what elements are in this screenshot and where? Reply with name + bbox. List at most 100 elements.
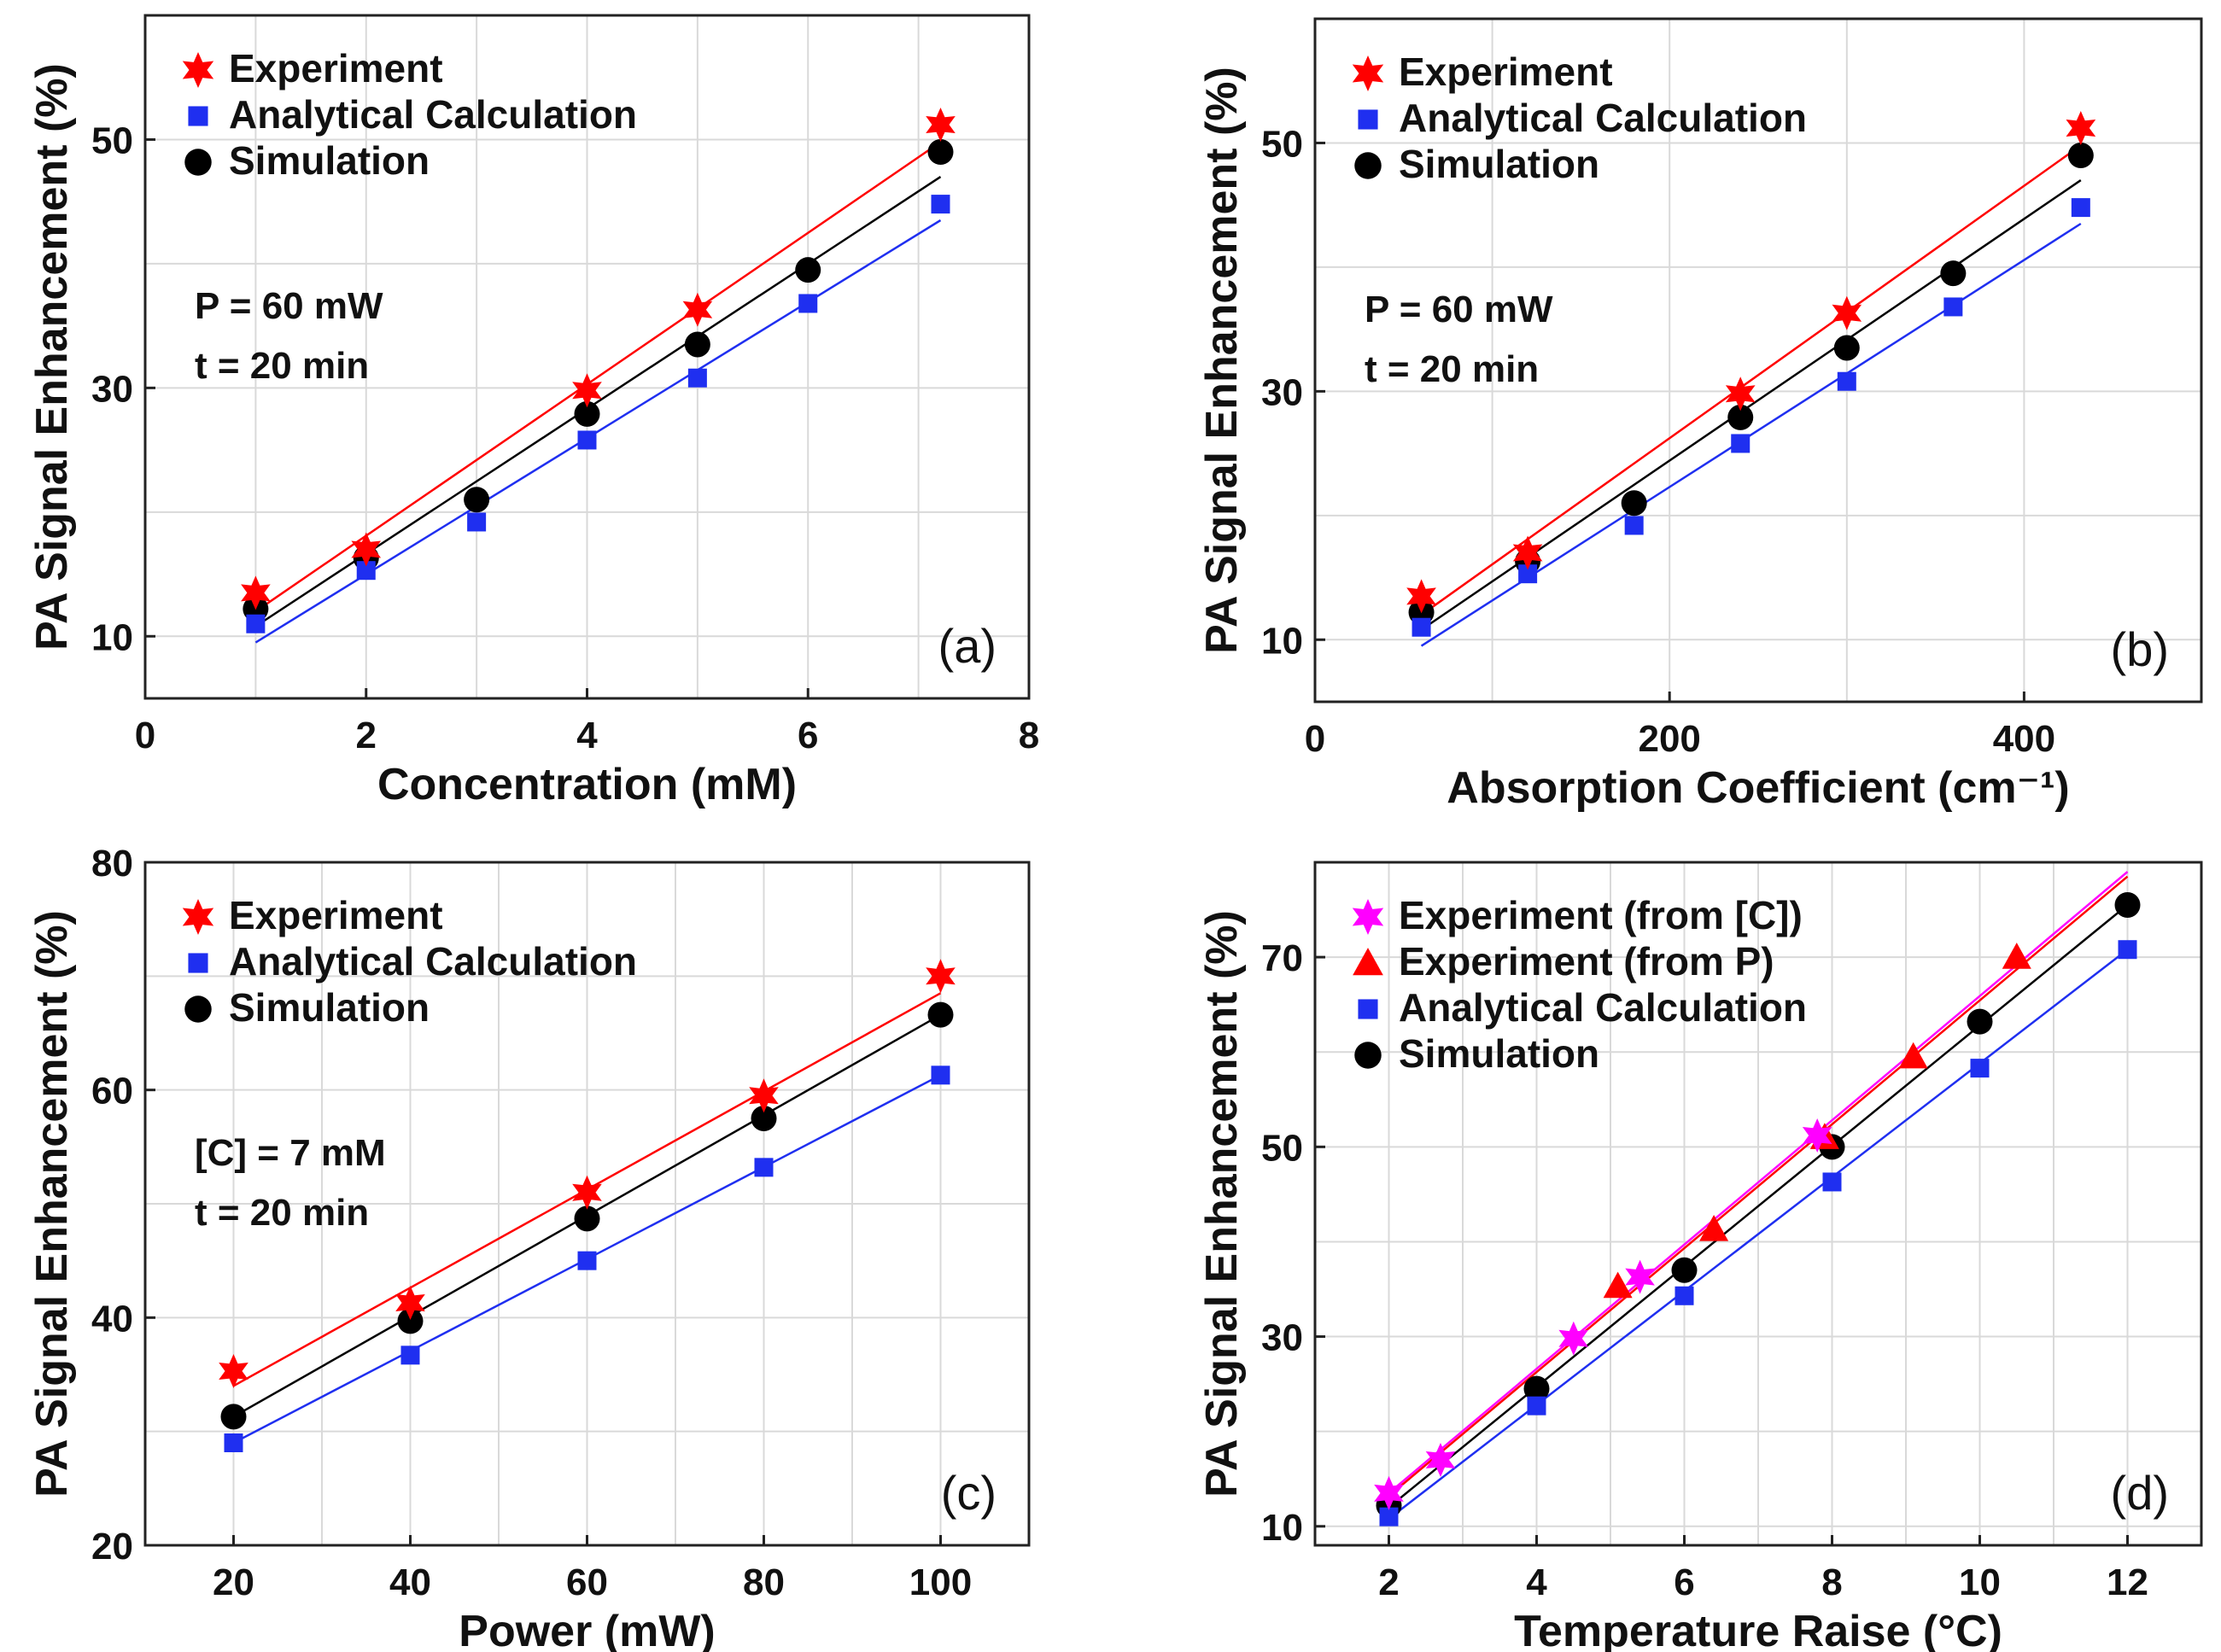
data-point-square (931, 195, 950, 214)
x-axis-label: Temperature Raise (°C) (1514, 1607, 2002, 1652)
data-point-star (219, 1354, 248, 1388)
x-tick-label: 4 (576, 715, 598, 756)
legend-marker-square (188, 953, 208, 973)
chart-panel-a: 0 2 4 6 8 10 30 50 Concentration (mM) PA Signal E… (27, 14, 1039, 809)
data-point-triangle (1898, 1042, 1928, 1069)
data-point-square (687, 368, 707, 388)
legend-marker-square (1358, 999, 1378, 1019)
data-point-circle (2114, 892, 2141, 918)
data-point-square (1518, 564, 1538, 584)
annotation-text: P = 60 mW (195, 285, 383, 327)
data-point-star (1558, 1321, 1589, 1356)
y-tick-label: 20 (91, 1526, 133, 1567)
x-tick-label: 12 (2107, 1562, 2148, 1603)
legend-marker-star (182, 52, 214, 88)
data-point-circle (2067, 143, 2094, 168)
x-tick-label: 4 (1526, 1562, 1547, 1603)
x-tick-label: 60 (566, 1562, 608, 1603)
x-tick-label: 100 (909, 1562, 972, 1603)
y-tick-label: 30 (91, 368, 133, 410)
fit-line-star (254, 141, 942, 613)
legend-label: Experiment (from [C]) (1399, 893, 1803, 937)
y-tick-label: 40 (91, 1298, 133, 1340)
data-point-circle (1671, 1257, 1698, 1283)
annotation-text: P = 60 mW (1365, 289, 1553, 330)
data-point-square (1837, 371, 1856, 391)
grid-lines (1315, 19, 2201, 702)
legend-label: Experiment (229, 893, 443, 937)
chart-panel-b: 0 200 400 10 30 50 Absorption Coefficient (cm⁻… (1197, 17, 2203, 813)
legend-marker-star (1352, 899, 1384, 935)
data-point-circle (927, 1001, 954, 1028)
x-tick-label: 0 (1305, 718, 1325, 760)
data-point-circle (795, 257, 821, 283)
data-point-circle (220, 1404, 247, 1430)
x-tick-label: 2 (356, 715, 377, 756)
data-point-square (224, 1433, 243, 1452)
data-point-star (1625, 1259, 1655, 1294)
data-point-star (682, 292, 713, 327)
data-point-square (798, 294, 818, 313)
data-point-star (749, 1078, 779, 1113)
data-point-star (1512, 535, 1543, 570)
fit-line-square (1388, 949, 2129, 1520)
data-point-square (356, 561, 376, 581)
legend-marker-circle (1354, 152, 1382, 179)
y-tick-label: 80 (91, 843, 133, 884)
data-point-star (926, 108, 956, 142)
legend-label: Simulation (229, 985, 430, 1030)
legend-marker-circle (184, 995, 212, 1023)
annotation-text: t = 20 min (195, 345, 369, 387)
data-point-square (2118, 940, 2137, 960)
legend-label: Analytical Calculation (229, 92, 637, 137)
data-point-star (1832, 295, 1862, 330)
y-tick-label: 30 (1261, 371, 1303, 413)
data-point-square (1412, 617, 1431, 637)
panel-label: (d) (2111, 1466, 2169, 1520)
y-tick-label: 50 (91, 120, 133, 161)
y-tick-label: 70 (1261, 937, 1303, 979)
data-point-square (577, 430, 597, 450)
legend-label: Analytical Calculation (229, 939, 637, 984)
x-tick-label: 8 (1821, 1562, 1842, 1603)
data-point-square (467, 512, 487, 532)
legend-marker-triangle (1353, 948, 1383, 976)
x-tick-label: 40 (389, 1562, 431, 1603)
data-point-square (1675, 1286, 1694, 1305)
data-point-square (1379, 1507, 1399, 1526)
data-point-star (1802, 1118, 1832, 1153)
y-axis-label: PA Signal Enhancement (%) (1197, 910, 1247, 1497)
data-point-star (2066, 111, 2096, 145)
y-axis-label: PA Signal Enhancement (%) (27, 910, 77, 1497)
data-point-star (1725, 377, 1756, 412)
data-point-star (241, 575, 271, 610)
data-point-star (1425, 1443, 1456, 1477)
legend-label: Simulation (1399, 142, 1599, 186)
fit-line-star (1388, 871, 2129, 1494)
legend-label: Simulation (229, 138, 430, 183)
data-point-star (1374, 1475, 1404, 1510)
data-point-circle (751, 1106, 777, 1131)
chart-panels: 0 2 4 6 8 10 30 50 Concentration (mM) PA Signal E… (27, 14, 2203, 1652)
data-point-circle (1967, 1008, 1993, 1035)
y-tick-label: 50 (1261, 1127, 1303, 1169)
legend-marker-square (1358, 109, 1378, 130)
data-point-star (395, 1286, 425, 1320)
x-axis-label: Power (mW) (459, 1607, 715, 1652)
data-point-circle (1727, 404, 1754, 430)
chart-panel-c: 20 40 60 80 100 20 40 60 80 Power (mW) PA Signal E… (27, 843, 1031, 1652)
data-point-square (754, 1158, 774, 1177)
data-point-circle (1523, 1375, 1550, 1402)
legend-label: Experiment (1399, 50, 1613, 94)
legend-label: Analytical Calculation (1399, 985, 1807, 1030)
data-point-square (1731, 434, 1750, 453)
x-tick-label: 0 (135, 715, 155, 756)
y-tick-label: 60 (91, 1071, 133, 1112)
data-point-star (1406, 579, 1436, 614)
legend-label: Simulation (1399, 1031, 1599, 1076)
y-axis-label: PA Signal Enhancement (%) (1197, 67, 1247, 654)
y-tick-label: 10 (1261, 620, 1303, 662)
legend-label: Analytical Calculation (1399, 96, 1807, 140)
data-point-square (1527, 1396, 1546, 1416)
data-point-square (1970, 1059, 1990, 1078)
